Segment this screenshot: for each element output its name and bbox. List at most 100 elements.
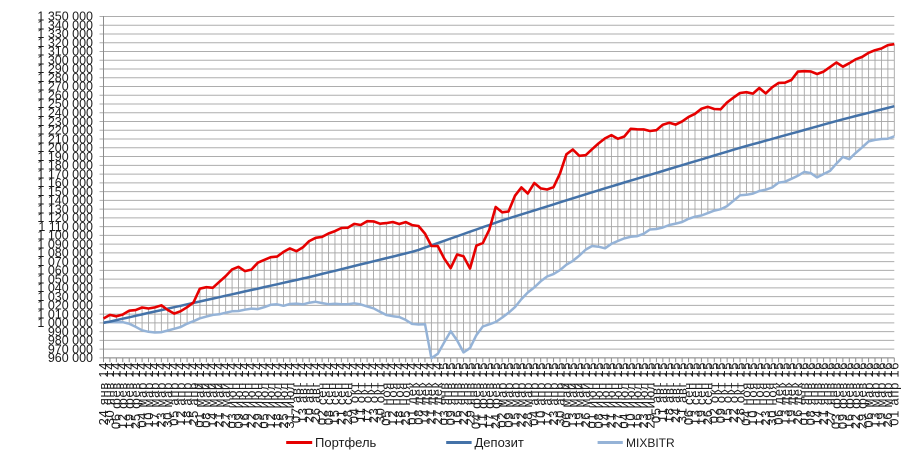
- svg-text:11 окт 14: 11 окт 14: [353, 362, 368, 423]
- svg-text:30 ноя 15: 30 ноя 15: [764, 362, 779, 426]
- svg-text:12 ноя 14: 12 ноя 14: [385, 362, 400, 426]
- svg-text:15 мар 15: 15 мар 15: [507, 362, 522, 428]
- svg-text:29 янв 15: 29 янв 15: [462, 362, 477, 426]
- svg-text:1 000 000: 1 000 000: [37, 316, 93, 330]
- svg-text:04 июл 15: 04 июл 15: [617, 362, 632, 429]
- svg-text:05 апр 14: 05 апр 14: [167, 362, 182, 426]
- svg-text:18 апр 14: 18 апр 14: [179, 362, 194, 426]
- svg-text:04 окт 14: 04 окт 14: [347, 362, 362, 423]
- svg-text:03 июн 14: 03 июн 14: [224, 362, 239, 429]
- svg-text:08 дек 14: 08 дек 14: [411, 362, 426, 425]
- svg-text:26 май 15: 26 май 15: [578, 362, 593, 428]
- svg-text:05 авг 15: 05 авг 15: [649, 362, 664, 423]
- svg-text:02 сен 14: 02 сен 14: [314, 362, 329, 425]
- svg-text:1 130 000: 1 130 000: [37, 202, 93, 216]
- svg-text:14 июн 15: 14 июн 15: [597, 362, 612, 429]
- svg-text:05 ноя 14: 05 ноя 14: [379, 362, 394, 426]
- svg-text:01 июн 15: 01 июн 15: [584, 362, 599, 429]
- svg-text:Депозит: Депозит: [475, 435, 524, 450]
- svg-text:1 140 000: 1 140 000: [37, 194, 93, 208]
- svg-text:10 мар 14: 10 мар 14: [141, 362, 156, 428]
- svg-text:26 сен 15: 26 сен 15: [700, 362, 715, 425]
- svg-text:14 янв 16: 14 янв 16: [809, 362, 824, 426]
- svg-text:16 июн 14: 16 июн 14: [237, 362, 252, 429]
- svg-text:01 май 14: 01 май 14: [192, 362, 207, 428]
- svg-text:1 310 000: 1 310 000: [37, 45, 93, 59]
- svg-text:01 янв 16: 01 янв 16: [797, 362, 812, 426]
- svg-text:01 апр 16: 01 апр 16: [887, 362, 902, 426]
- svg-text:04 мар 14: 04 мар 14: [134, 362, 149, 428]
- svg-text:17 ноя 15: 17 ноя 15: [752, 362, 767, 426]
- svg-text:1 270 000: 1 270 000: [37, 80, 93, 94]
- svg-text:04 апр 15: 04 апр 15: [527, 362, 542, 426]
- svg-text:19 май 15: 19 май 15: [572, 362, 587, 428]
- svg-text:25 ноя 14: 25 ноя 14: [398, 362, 413, 426]
- svg-text:09 мар 15: 09 мар 15: [501, 362, 516, 428]
- svg-text:16 янв 15: 16 янв 15: [449, 362, 464, 426]
- svg-text:970 000: 970 000: [48, 342, 93, 356]
- svg-text:23 окт 14: 23 окт 14: [366, 362, 381, 423]
- svg-text:1 180 000: 1 180 000: [37, 159, 93, 173]
- svg-text:26 мар 16: 26 мар 16: [880, 362, 895, 428]
- svg-text:Портфель: Портфель: [315, 435, 377, 450]
- svg-text:13 дек 15: 13 дек 15: [777, 362, 792, 425]
- svg-text:28 окт 15: 28 окт 15: [732, 362, 747, 423]
- svg-text:1 010 000: 1 010 000: [37, 307, 93, 321]
- svg-text:1 210 000: 1 210 000: [37, 132, 93, 146]
- svg-text:1 070 000: 1 070 000: [37, 255, 93, 269]
- svg-text:06 фев 14: 06 фев 14: [109, 362, 124, 429]
- svg-text:30 янв 14: 30 янв 14: [102, 362, 117, 426]
- svg-text:28 мар 15: 28 мар 15: [520, 362, 535, 428]
- svg-text:13 сен 15: 13 сен 15: [687, 362, 702, 425]
- svg-text:19 фев 14: 19 фев 14: [122, 362, 137, 429]
- svg-text:02 окт 15: 02 окт 15: [707, 362, 722, 423]
- svg-text:09 окт 15: 09 окт 15: [713, 362, 728, 423]
- svg-text:1 200 000: 1 200 000: [37, 141, 93, 155]
- svg-text:1 290 000: 1 290 000: [37, 62, 93, 76]
- svg-text:25 фев 14: 25 фев 14: [128, 362, 143, 429]
- svg-text:15 окт 15: 15 окт 15: [719, 362, 734, 423]
- svg-text:03 янв 15: 03 янв 15: [437, 362, 452, 426]
- svg-text:06 мар 16: 06 мар 16: [861, 362, 876, 428]
- svg-text:16 фев 16: 16 фев 16: [842, 362, 857, 429]
- svg-text:19 дек 15: 19 дек 15: [784, 362, 799, 425]
- svg-text:11 авг 15: 11 авг 15: [655, 362, 670, 422]
- svg-text:24 авг 15: 24 авг 15: [668, 362, 683, 423]
- svg-text:26 авг 14: 26 авг 14: [308, 362, 323, 423]
- svg-text:08 май 14: 08 май 14: [199, 362, 214, 428]
- svg-text:29 июл 15: 29 июл 15: [642, 362, 657, 429]
- svg-text:18 ноя 14: 18 ноя 14: [392, 362, 407, 426]
- svg-text:09 июн 14: 09 июн 14: [231, 362, 246, 429]
- svg-text:24 янв 14: 24 янв 14: [96, 362, 111, 426]
- svg-text:12 фев 14: 12 фев 14: [115, 362, 130, 429]
- svg-text:1 330 000: 1 330 000: [37, 27, 93, 41]
- svg-text:MIXBITR: MIXBITR: [626, 436, 675, 450]
- svg-text:18 авг 15: 18 авг 15: [662, 362, 677, 423]
- svg-text:21 янв 16: 21 янв 16: [816, 362, 831, 426]
- svg-text:12 июл 14: 12 июл 14: [263, 362, 278, 429]
- svg-text:14 май 14: 14 май 14: [205, 362, 220, 428]
- svg-text:22 янв 15: 22 янв 15: [456, 362, 471, 426]
- svg-text:07 авг 14: 07 авг 14: [289, 362, 304, 423]
- svg-text:1 090 000: 1 090 000: [37, 237, 93, 251]
- svg-text:22 фев 16: 22 фев 16: [848, 362, 863, 429]
- svg-text:23 июл 15: 23 июл 15: [636, 362, 651, 429]
- svg-text:1 340 000: 1 340 000: [37, 18, 93, 32]
- svg-text:30 мар 14: 30 мар 14: [160, 362, 175, 428]
- svg-text:1 250 000: 1 250 000: [37, 97, 93, 111]
- svg-text:23 мар 14: 23 мар 14: [154, 362, 169, 428]
- svg-text:1 040 000: 1 040 000: [37, 281, 93, 295]
- svg-text:1 100 000: 1 100 000: [37, 229, 93, 243]
- svg-text:1 030 000: 1 030 000: [37, 290, 93, 304]
- svg-text:1 240 000: 1 240 000: [37, 106, 93, 120]
- svg-text:980 000: 980 000: [48, 334, 93, 348]
- svg-text:26 дек 15: 26 дек 15: [790, 362, 805, 425]
- svg-text:11 фев 15: 11 фев 15: [475, 362, 490, 428]
- svg-text:1 110 000: 1 110 000: [38, 220, 93, 234]
- svg-text:09 янв 15: 09 янв 15: [443, 362, 458, 426]
- svg-text:18 июл 14: 18 июл 14: [269, 362, 284, 429]
- svg-text:1 220 000: 1 220 000: [37, 124, 93, 138]
- svg-text:31 июл 14: 31 июл 14: [282, 362, 297, 429]
- svg-text:27 янв 16: 27 янв 16: [822, 362, 837, 426]
- svg-text:27 май 14: 27 май 14: [218, 362, 233, 428]
